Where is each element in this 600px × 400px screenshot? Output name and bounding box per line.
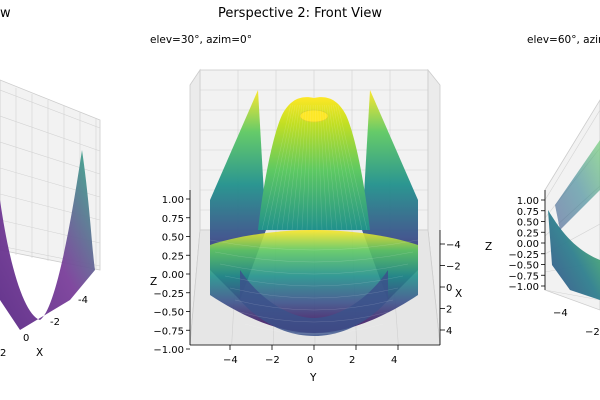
right-z-tick-label: 0.75 bbox=[517, 207, 539, 218]
left-title-fragment: w bbox=[0, 6, 11, 21]
center-surface-bottom bbox=[240, 270, 388, 336]
center-z-tick-label: −1.00 bbox=[153, 345, 184, 356]
right-z-tick-label: −0.75 bbox=[508, 271, 539, 282]
right-z-tick-label: −1.00 bbox=[508, 282, 539, 293]
center-ylabel: Y bbox=[309, 372, 317, 384]
center-z-tick-label: 1.00 bbox=[162, 195, 184, 206]
right-x-tick-0: −4 bbox=[553, 308, 568, 319]
center-z-tick-label: −0.50 bbox=[153, 308, 184, 319]
right-panel: 1.000.750.500.250.00−0.25−0.50−0.75−1.00… bbox=[485, 99, 600, 338]
center-subtitle: elev=30°, azim=0° bbox=[150, 34, 252, 46]
right-subtitle: elev=60°, azim=0° bbox=[527, 34, 600, 46]
center-x-tick-label: −2 bbox=[446, 262, 461, 273]
center-y-tick-label: 2 bbox=[349, 355, 355, 366]
center-surface-dome bbox=[258, 97, 370, 230]
figure-title: Perspective 2: Front View bbox=[217, 6, 383, 21]
center-x-tick-label: 0 bbox=[446, 283, 452, 294]
left-x-tick-2: 0 bbox=[23, 333, 29, 344]
center-y-tick-label: −2 bbox=[265, 355, 280, 366]
center-xlabel: X bbox=[455, 288, 462, 300]
right-surface-ridge bbox=[555, 140, 600, 230]
center-z-tick-label: −0.75 bbox=[153, 326, 184, 337]
left-surface bbox=[0, 150, 95, 330]
center-z-tick-label: 0.00 bbox=[162, 270, 184, 281]
left-panel: -4 -2 0 2 X bbox=[0, 79, 101, 359]
right-x-tick-1: −2 bbox=[585, 327, 600, 338]
center-surface-dome-top bbox=[299, 109, 329, 123]
right-z-tick-label: 1.00 bbox=[517, 196, 539, 207]
center-panel: −4 −2 0 2 4 −4 −2 0 2 4 1.00 0.75 0.50 0.25 0.00 −0.2… bbox=[150, 68, 462, 384]
left-x-tick-1: -2 bbox=[50, 317, 60, 328]
left-x-tick-0: -4 bbox=[78, 295, 88, 306]
right-z-tick-label: −0.25 bbox=[508, 250, 539, 261]
center-y-tick-label: 0 bbox=[307, 355, 313, 366]
center-x-tick-label: 2 bbox=[446, 305, 452, 316]
center-z-tick-label: −0.25 bbox=[153, 289, 184, 300]
center-zlabel: Z bbox=[150, 276, 157, 288]
right-surface bbox=[548, 210, 600, 300]
center-z-tick-label: 0.75 bbox=[162, 214, 184, 225]
center-y-tick-label: −4 bbox=[223, 355, 238, 366]
right-zlabel: Z bbox=[485, 241, 492, 253]
left-xlabel: X bbox=[36, 347, 43, 359]
center-y-tick-label: 4 bbox=[391, 355, 397, 366]
center-x-tick-label: 4 bbox=[446, 326, 452, 337]
right-z-tick-label: 0.00 bbox=[517, 239, 539, 250]
center-z-tick-label: 0.25 bbox=[162, 251, 184, 262]
right-z-tick-label: 0.50 bbox=[517, 218, 539, 229]
left-y-tick-0: 2 bbox=[0, 348, 6, 359]
right-z-tick-label: 0.25 bbox=[517, 228, 539, 239]
right-z-tick-label: −0.50 bbox=[508, 261, 539, 272]
center-z-tick-label: 0.50 bbox=[162, 233, 184, 244]
center-surface-mesh bbox=[209, 104, 419, 335]
center-x-tick-label: −4 bbox=[446, 240, 461, 251]
